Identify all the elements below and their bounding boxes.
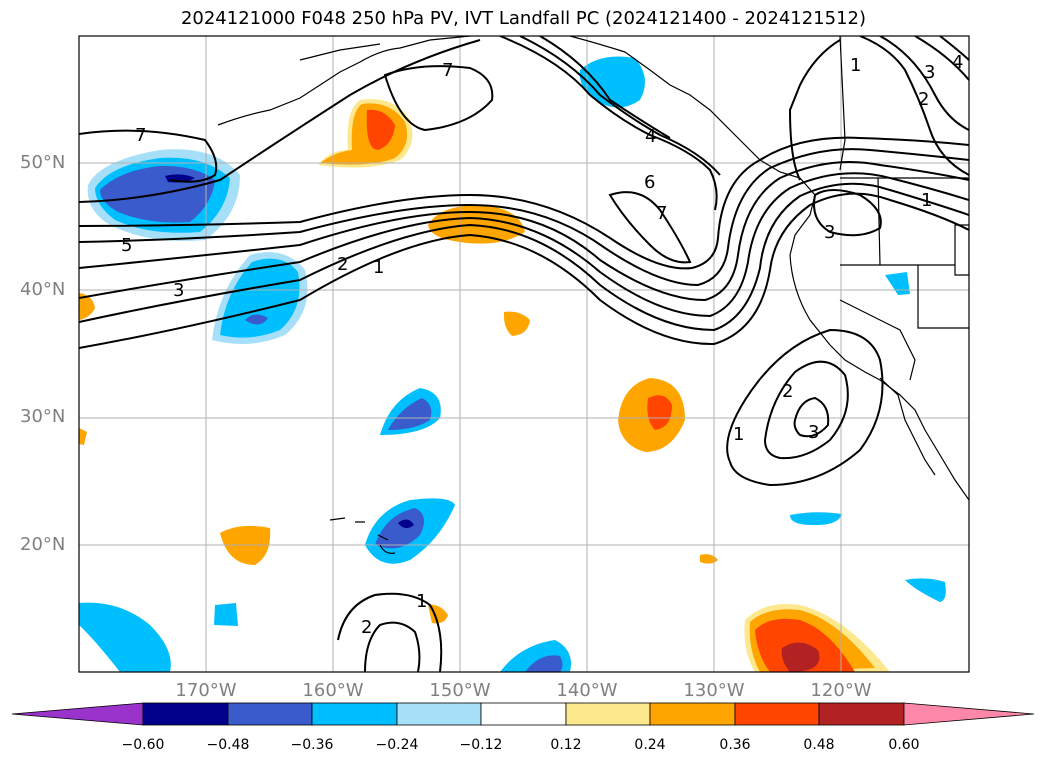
colorbar-tick-label: 0.36 bbox=[719, 737, 751, 753]
colorbar-segment bbox=[227, 702, 313, 726]
lon-label: 150°W bbox=[429, 680, 491, 701]
map-title: 2024121000 F048 250 hPa PV, IVT Landfall… bbox=[180, 8, 867, 29]
contour-label: 1 bbox=[921, 190, 932, 211]
colorbar-tick-label: −0.12 bbox=[459, 737, 503, 753]
contour-label: 7 bbox=[135, 125, 146, 146]
colorbar bbox=[11, 702, 1035, 726]
contour-label: 2 bbox=[782, 381, 793, 402]
contour-label: 7 bbox=[442, 60, 453, 81]
colorbar-segment bbox=[818, 702, 905, 726]
colorbar-segment bbox=[311, 702, 398, 726]
colorbar-tick-label: 0.60 bbox=[888, 737, 920, 753]
contour-label: 3 bbox=[924, 62, 935, 83]
contour-label: 2 bbox=[918, 89, 929, 110]
colorbar-extend-right bbox=[903, 702, 1035, 726]
colorbar-segment bbox=[396, 702, 482, 726]
pv-contours bbox=[79, 36, 969, 672]
contour-label: 1 bbox=[733, 424, 744, 445]
colorbar-tick-label: −0.60 bbox=[121, 737, 165, 753]
colorbar-tick-label: −0.48 bbox=[206, 737, 250, 753]
colorbar-tick-label: 0.12 bbox=[550, 737, 582, 753]
colorbar-segment bbox=[649, 702, 736, 726]
negative-anomaly-blob bbox=[220, 258, 300, 338]
lat-label: 40°N bbox=[20, 279, 66, 300]
contour-labels: 7 7 5 3 2 1 4 6 7 1 3 2 4 1 3 2 1 3 1 2 bbox=[121, 52, 963, 638]
contour-label: 5 bbox=[121, 235, 132, 256]
contour-label: 3 bbox=[173, 280, 184, 301]
colorbar-tick-label: −0.36 bbox=[290, 737, 334, 753]
contour-label: 1 bbox=[416, 591, 427, 612]
pv-shading bbox=[79, 56, 946, 672]
contour-label: 2 bbox=[337, 254, 348, 275]
lat-label: 50°N bbox=[20, 152, 66, 173]
colorbar-tick-label: −0.24 bbox=[375, 737, 419, 753]
contour-label: 6 bbox=[644, 172, 655, 193]
negative-anomaly-blob bbox=[579, 56, 645, 108]
colorbar-tick-label: 0.48 bbox=[803, 737, 835, 753]
contour-label: 7 bbox=[656, 203, 667, 224]
colorbar-extend-left bbox=[11, 702, 144, 726]
negative-anomaly-blob bbox=[905, 578, 946, 602]
graticule bbox=[79, 36, 969, 672]
contour-label: 2 bbox=[361, 617, 372, 638]
coastlines bbox=[217, 36, 969, 554]
positive-anomaly-blob bbox=[700, 554, 718, 564]
lon-label: 170°W bbox=[175, 680, 237, 701]
positive-anomaly-blob bbox=[503, 311, 530, 336]
lon-label: 160°W bbox=[302, 680, 364, 701]
map-frame bbox=[78, 35, 970, 673]
contour-label: 4 bbox=[645, 126, 656, 147]
colorbar-segment bbox=[142, 702, 229, 726]
negative-anomaly-blob bbox=[790, 512, 842, 526]
negative-anomaly-blob bbox=[79, 602, 171, 672]
lat-label: 30°N bbox=[20, 406, 66, 427]
lon-label: 130°W bbox=[683, 680, 745, 701]
colorbar-segment bbox=[480, 702, 567, 726]
positive-anomaly-blob bbox=[79, 428, 87, 445]
lat-label: 20°N bbox=[20, 534, 66, 555]
contour-label: 1 bbox=[850, 55, 861, 76]
lon-label: 120°W bbox=[810, 680, 872, 701]
lon-label: 140°W bbox=[556, 680, 618, 701]
colorbar-segment bbox=[565, 702, 651, 726]
colorbar-segment bbox=[734, 702, 820, 726]
contour-label: 3 bbox=[808, 422, 819, 443]
contour-label: 3 bbox=[824, 222, 835, 243]
contour-label: 4 bbox=[952, 52, 963, 73]
positive-anomaly-blob bbox=[79, 293, 95, 320]
negative-anomaly-blob bbox=[885, 272, 910, 295]
colorbar-tick-label: 0.24 bbox=[634, 737, 666, 753]
negative-anomaly-blob bbox=[214, 603, 238, 626]
contour-label: 1 bbox=[373, 257, 384, 278]
